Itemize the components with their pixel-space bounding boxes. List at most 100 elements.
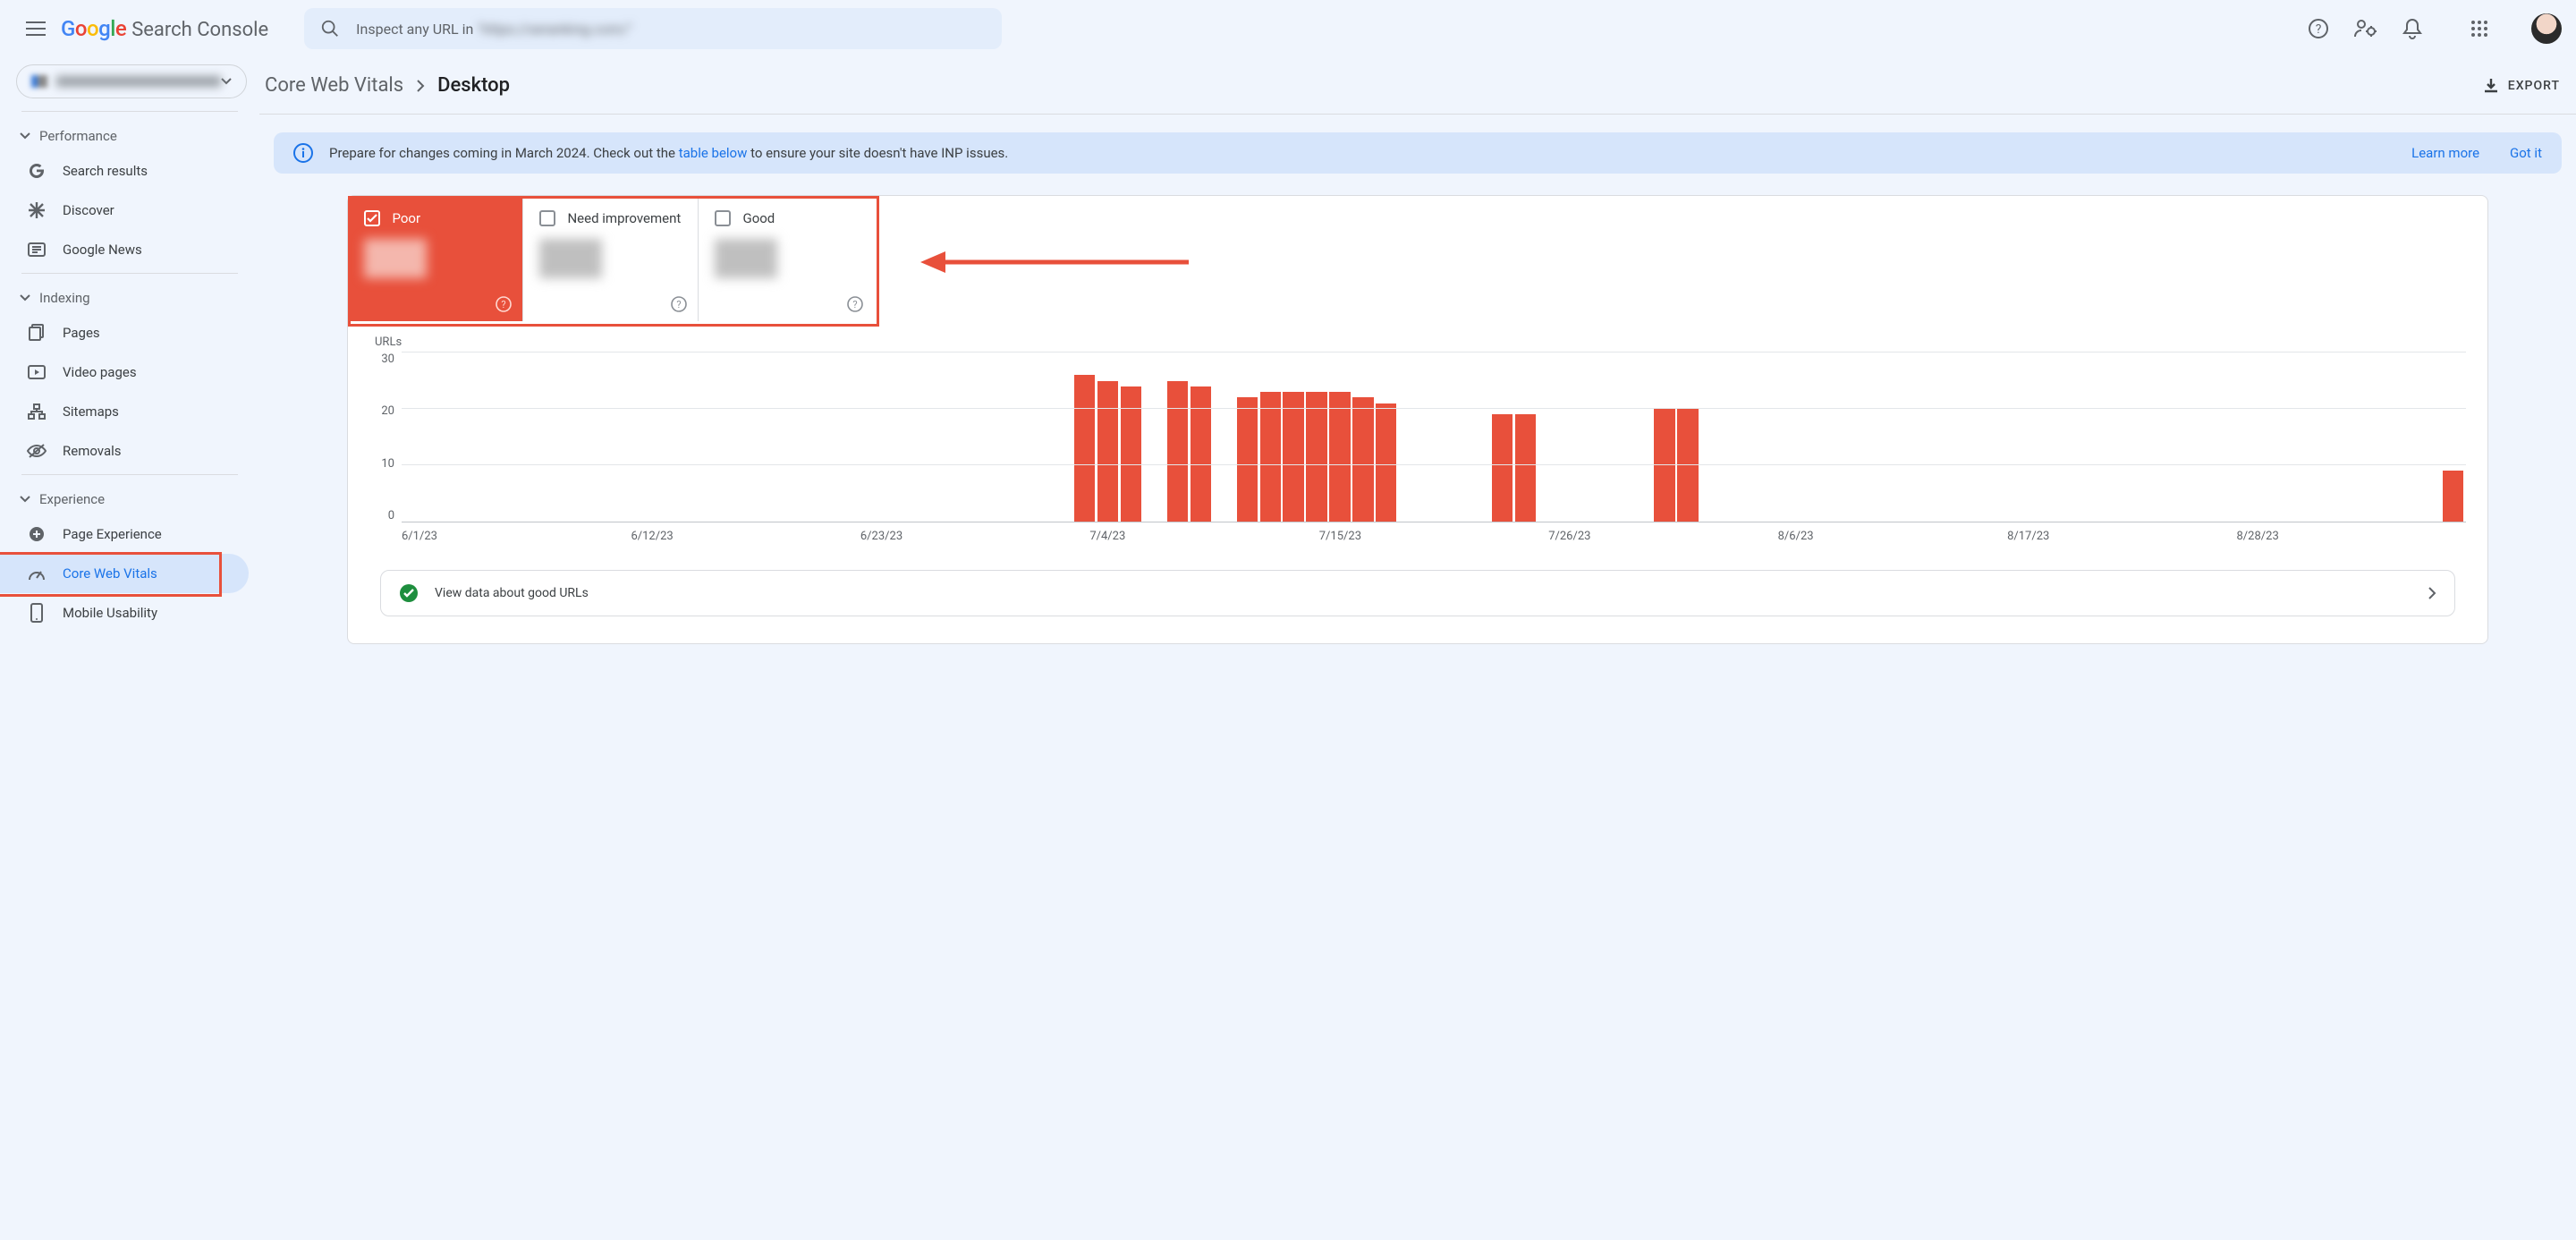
svg-text:?: ? [676, 299, 681, 310]
nav-video-pages[interactable]: Video pages [0, 352, 249, 392]
svg-text:?: ? [2316, 22, 2322, 37]
annotation-arrow [920, 248, 1189, 276]
sitemap-icon [27, 403, 47, 420]
check-circle-icon [399, 583, 419, 603]
chart-plot [402, 352, 2466, 522]
phone-icon [27, 603, 47, 623]
nav-discover[interactable]: Discover [0, 191, 249, 230]
tab-label: Good [742, 210, 775, 226]
asterisk-icon [27, 201, 47, 219]
nav-removals[interactable]: Removals [0, 431, 249, 471]
status-tabs: Poor ? Need improvement ? Good ? [348, 196, 2487, 321]
export-button[interactable]: EXPORT [2483, 78, 2560, 94]
section-performance[interactable]: Performance [0, 119, 259, 151]
tab-label: Need improvement [567, 210, 681, 226]
info-icon [293, 143, 313, 163]
nav-sitemaps[interactable]: Sitemaps [0, 392, 249, 431]
url-inspect-search[interactable]: Inspect any URL in "https://seranking.co… [304, 8, 1002, 49]
learn-more-link[interactable]: Learn more [2411, 145, 2479, 161]
speed-icon [27, 565, 47, 582]
apps-grid-icon[interactable] [2470, 20, 2488, 38]
people-settings-icon[interactable] [2354, 19, 2377, 38]
plus-circle-icon [27, 525, 47, 543]
nav-label: Sitemaps [63, 403, 119, 420]
nav-page-experience[interactable]: Page Experience [0, 514, 249, 554]
tab-value-blurred [539, 239, 602, 278]
nav-search-results[interactable]: Search results [0, 151, 249, 191]
breadcrumb-parent[interactable]: Core Web Vitals [265, 74, 403, 97]
help-icon[interactable]: ? [2308, 18, 2329, 39]
nav-label: Core Web Vitals [63, 565, 157, 582]
visibility-off-icon [27, 444, 47, 458]
property-selector[interactable] [16, 64, 247, 98]
y-axis: 3020100 [375, 352, 402, 522]
nav-label: Video pages [63, 364, 137, 380]
checkbox-icon [715, 210, 731, 226]
nav-label: Pages [63, 325, 100, 341]
nav-google-news[interactable]: Google News [0, 230, 249, 269]
product-logo[interactable]: Google Search Console [61, 16, 268, 41]
export-label: EXPORT [2508, 79, 2560, 93]
chevron-down-icon [221, 78, 232, 85]
breadcrumb-current: Desktop [437, 74, 510, 97]
tab-need-improvement[interactable]: Need improvement ? [523, 196, 699, 321]
section-title: Performance [39, 128, 117, 144]
nav-pages[interactable]: Pages [0, 313, 249, 352]
section-indexing[interactable]: Indexing [0, 281, 259, 313]
tab-value-blurred [364, 239, 427, 278]
chart-y-label: URLs [375, 335, 2466, 349]
section-experience[interactable]: Experience [0, 482, 259, 514]
video-icon [27, 365, 47, 379]
nav-mobile-usability[interactable]: Mobile Usability [0, 593, 249, 633]
view-row-label: View data about good URLs [435, 586, 589, 600]
help-icon[interactable]: ? [496, 296, 512, 312]
got-it-button[interactable]: Got it [2510, 145, 2542, 161]
hamburger-menu[interactable] [14, 7, 57, 50]
chevron-down-icon [20, 496, 30, 503]
nav-label: Removals [63, 443, 122, 459]
nav-label: Mobile Usability [63, 605, 157, 621]
nav-label: Discover [63, 202, 114, 218]
tab-poor[interactable]: Poor ? [348, 196, 523, 321]
x-axis: 6/1/236/12/236/23/237/4/237/15/237/26/23… [402, 530, 2466, 543]
banner-link[interactable]: table below [679, 145, 748, 161]
section-title: Experience [39, 491, 105, 507]
help-icon[interactable]: ? [847, 296, 863, 312]
vitals-card: Poor ? Need improvement ? Good ? [347, 195, 2488, 644]
help-icon[interactable]: ? [671, 296, 687, 312]
svg-text:?: ? [501, 299, 505, 310]
urls-chart: URLs 3020100 6/1/236/12/236/23/237/4/237… [348, 321, 2487, 543]
product-name: Search Console [131, 19, 268, 41]
chevron-right-icon [2428, 586, 2436, 600]
search-placeholder: Inspect any URL in "https://seranking.co… [356, 21, 632, 38]
pages-icon [27, 324, 47, 342]
news-icon [27, 242, 47, 257]
svg-text:?: ? [852, 299, 857, 310]
nav-core-web-vitals[interactable]: Core Web Vitals [0, 554, 249, 593]
section-title: Indexing [39, 290, 90, 306]
google-g-icon [27, 162, 47, 180]
chevron-down-icon [20, 294, 30, 302]
tab-label: Poor [392, 210, 420, 226]
property-favicon [31, 75, 47, 88]
nav-label: Page Experience [63, 526, 162, 542]
inp-info-banner: Prepare for changes coming in March 2024… [274, 132, 2562, 174]
view-good-urls-row[interactable]: View data about good URLs [380, 570, 2455, 616]
tab-good[interactable]: Good ? [699, 196, 874, 321]
search-icon [320, 19, 340, 38]
tab-value-blurred [715, 239, 777, 278]
notifications-icon[interactable] [2402, 18, 2422, 39]
chevron-down-icon [20, 132, 30, 140]
nav-label: Search results [63, 163, 148, 179]
checkbox-checked-icon [364, 210, 380, 226]
main-content: Core Web Vitals Desktop EXPORT Prepare f… [259, 57, 2576, 1240]
account-avatar[interactable] [2531, 13, 2562, 44]
nav-label: Google News [63, 242, 142, 258]
checkbox-icon [539, 210, 555, 226]
property-domain-blurred [56, 76, 221, 87]
breadcrumb-separator [416, 79, 425, 93]
banner-message: Prepare for changes coming in March 2024… [329, 145, 1008, 161]
google-logo: Google [61, 16, 126, 41]
download-icon [2483, 78, 2499, 94]
sidebar: Performance Search results Discover Goog… [0, 57, 259, 1240]
